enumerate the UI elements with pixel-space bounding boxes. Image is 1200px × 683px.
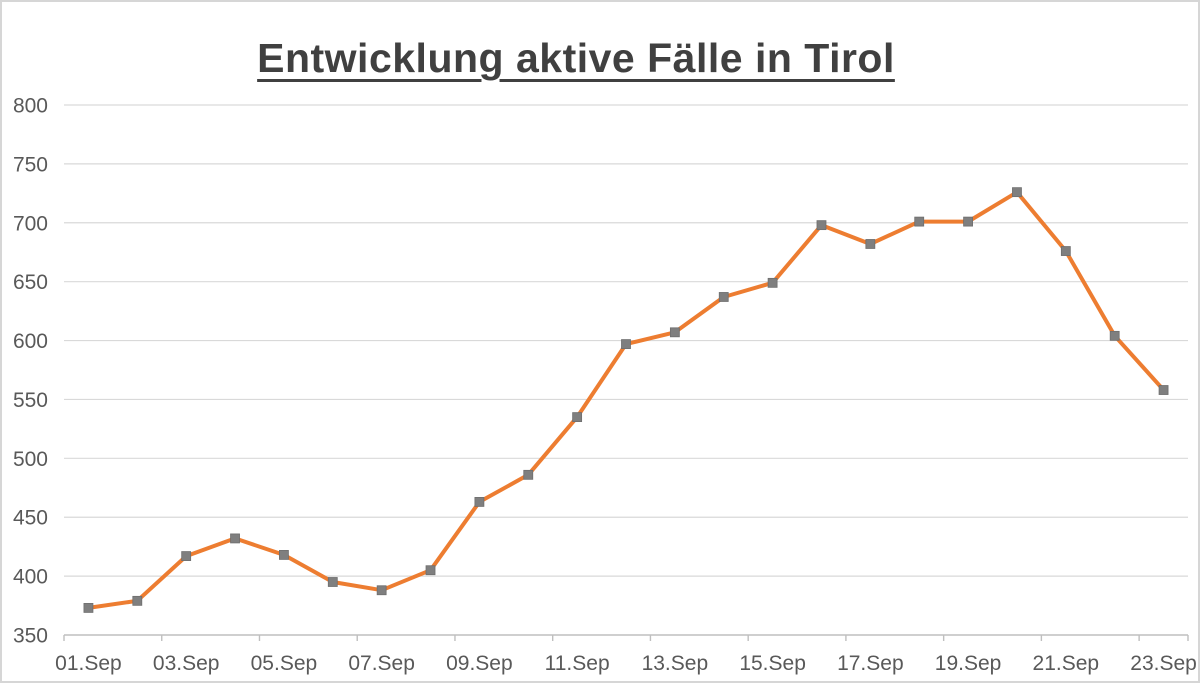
- data-point-marker: [279, 550, 289, 560]
- data-point-marker: [1109, 330, 1120, 341]
- chart-title: Entwicklung aktive Fälle in Tirol: [2, 35, 1150, 82]
- y-axis-label: 600: [13, 330, 48, 353]
- x-axis-label: 07.Sep: [348, 652, 415, 675]
- x-axis-label: 17.Sep: [837, 652, 904, 675]
- data-point-marker: [1060, 246, 1071, 256]
- y-axis-label: 550: [13, 389, 48, 412]
- y-axis-label: 450: [13, 507, 48, 530]
- data-point-marker: [767, 277, 778, 288]
- data-point-marker: [474, 497, 485, 507]
- data-point-marker: [572, 412, 583, 423]
- x-axis-label: 19.Sep: [935, 652, 1002, 675]
- data-point-marker: [963, 216, 973, 227]
- data-point-marker: [83, 603, 94, 613]
- x-axis-label: 01.Sep: [55, 652, 122, 675]
- x-axis-label: 23.Sep: [1130, 652, 1197, 675]
- data-point-marker: [621, 339, 631, 349]
- x-axis-label: 09.Sep: [446, 652, 513, 675]
- data-point-marker: [181, 551, 192, 561]
- data-point-marker: [523, 469, 534, 480]
- y-axis-label: 750: [13, 153, 48, 176]
- data-point-marker: [132, 595, 143, 606]
- x-axis-label: 03.Sep: [153, 652, 220, 675]
- chart-title-text: Entwicklung aktive Fälle in Tirol: [257, 35, 895, 81]
- data-point-marker: [865, 239, 876, 249]
- x-axis-label: 15.Sep: [739, 652, 806, 675]
- data-point-marker: [1158, 385, 1169, 395]
- x-axis-label: 13.Sep: [642, 652, 709, 675]
- y-axis-label: 400: [13, 566, 48, 589]
- data-point-marker: [230, 533, 240, 544]
- data-point-marker: [718, 292, 729, 302]
- series-line: [86, 190, 1166, 610]
- data-point-marker: [327, 577, 338, 587]
- data-point-marker: [669, 327, 680, 338]
- data-point-marker: [376, 585, 387, 596]
- y-axis-label: 700: [13, 212, 48, 235]
- y-axis-label: 800: [13, 95, 48, 118]
- x-axis-label: 11.Sep: [545, 652, 610, 675]
- data-point-marker: [1012, 187, 1022, 198]
- y-axis-label: 650: [13, 271, 48, 294]
- x-axis-label: 21.Sep: [1033, 652, 1100, 675]
- x-axis-label: 05.Sep: [251, 652, 318, 675]
- data-point-marker: [425, 565, 436, 576]
- y-axis-label: 500: [13, 448, 48, 471]
- data-point-marker: [914, 216, 925, 227]
- y-axis-label: 350: [13, 625, 48, 648]
- data-point-marker: [816, 220, 827, 231]
